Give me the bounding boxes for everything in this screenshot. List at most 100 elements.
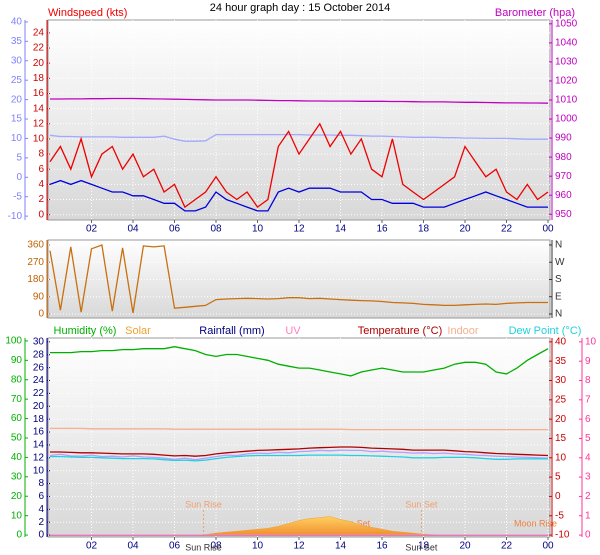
y-tick-label: 1 (585, 510, 591, 521)
y-tick-label: 5 (585, 433, 591, 444)
y-tick-label: 0 (16, 530, 22, 541)
annotation: Moon Rise (514, 518, 557, 528)
y-tick-label: 10 (11, 510, 23, 521)
series-line (49, 244, 548, 314)
y-tick-label: 20 (33, 401, 45, 412)
y-tick-label: 0 (555, 491, 561, 502)
y-tick-label: 90 (33, 291, 45, 302)
x-tick-label: 02 (86, 541, 98, 552)
y-tick-label: -10 (8, 211, 23, 222)
x-tick-label: 04 (127, 541, 139, 552)
y-tick-label: 2 (38, 194, 44, 205)
y-tick-label: 28 (33, 349, 45, 360)
y-tick-label: E (555, 291, 562, 302)
y-tick-label: 24 (33, 28, 45, 39)
legend-entry: Humidity (%) (54, 325, 117, 337)
x-tick-label: 14 (335, 224, 347, 235)
y-tick-label: -10 (555, 530, 570, 541)
y-tick-label: 10 (555, 452, 567, 463)
chart-title: 24 hour graph day : 15 October 2014 (210, 2, 390, 14)
x-tick-label: 00 (542, 541, 554, 552)
x-tick-label: 18 (418, 541, 430, 552)
annotation: Sun Set (405, 542, 438, 552)
y-tick-label: 2 (585, 491, 591, 502)
x-tick-label: 12 (293, 224, 305, 235)
y-tick-label: 30 (33, 337, 45, 348)
x-tick-label: 14 (335, 541, 347, 552)
x-tick-label: 06 (169, 224, 181, 235)
legend-entry: Barometer (hpa) (495, 7, 575, 19)
y-tick-label: 6 (585, 414, 591, 425)
y-tick-label: 20 (555, 414, 567, 425)
y-tick-label: 40 (11, 17, 23, 28)
x-tick-label: 22 (501, 224, 513, 235)
series-line (49, 449, 549, 461)
y-tick-label: 22 (33, 43, 45, 54)
y-tick-label: 35 (555, 356, 567, 367)
y-tick-label: 25 (11, 75, 23, 86)
series-line (49, 179, 548, 212)
y-tick-label: 24 (33, 375, 45, 386)
y-tick-label: 90 (11, 355, 23, 366)
y-tick-label: 0 (38, 209, 44, 220)
y-tick-label: 20 (11, 491, 23, 502)
legend-entry: Windspeed (kts) (48, 7, 127, 19)
y-tick-label: 1040 (555, 37, 578, 48)
y-tick-label: 6 (38, 491, 44, 502)
y-tick-label: 8 (38, 149, 44, 160)
series-line (49, 122, 549, 209)
y-tick-label: 1010 (555, 95, 578, 106)
y-tick-label: 16 (33, 88, 45, 99)
x-tick-label: 10 (252, 541, 264, 552)
y-tick-label: 4 (38, 504, 44, 515)
y-tick-label: 18 (33, 414, 45, 425)
y-tick-label: 980 (555, 152, 572, 163)
y-tick-label: 0 (38, 530, 44, 541)
x-tick-label: 10 (252, 224, 264, 235)
y-tick-label: 40 (555, 337, 567, 348)
y-tick-label: 20 (11, 94, 23, 105)
series-line (50, 97, 549, 104)
legend-entry: UV (285, 325, 301, 337)
y-tick-label: 20 (33, 58, 45, 69)
y-tick-label: N (555, 309, 562, 320)
y-tick-label: 8 (38, 478, 44, 489)
y-tick-label: 15 (11, 114, 23, 125)
y-tick-label: S (555, 274, 562, 285)
y-tick-label: 14 (33, 103, 45, 114)
y-tick-label: -5 (555, 510, 564, 521)
x-tick-label: 00 (542, 224, 554, 235)
y-tick-label: 80 (11, 374, 23, 385)
y-tick-label: 270 (27, 257, 44, 268)
x-tick-label: 16 (376, 541, 388, 552)
y-tick-label: 990 (555, 133, 572, 144)
series-line (49, 133, 548, 142)
y-tick-label: 1030 (555, 57, 578, 68)
y-tick-label: 5 (555, 472, 561, 483)
y-tick-label: N (555, 240, 562, 251)
annotation: Sun Rise (185, 499, 222, 509)
annotation: Sun Set (405, 499, 438, 509)
y-tick-label: 30 (555, 375, 567, 386)
y-tick-label: 100 (5, 336, 22, 347)
y-tick-label: 950 (555, 209, 572, 220)
y-tick-label: 0 (16, 172, 22, 183)
x-tick-label: 12 (293, 541, 305, 552)
y-tick-label: 970 (555, 171, 572, 182)
y-tick-label: -5 (13, 191, 22, 202)
y-tick-label: 10 (585, 337, 597, 348)
y-tick-label: 3 (585, 472, 591, 483)
y-tick-label: 50 (11, 433, 23, 444)
series-line (50, 446, 549, 457)
y-tick-label: 26 (33, 362, 45, 373)
y-tick-label: 30 (11, 55, 23, 66)
y-tick-label: 960 (555, 190, 572, 201)
y-tick-label: 1020 (555, 76, 578, 87)
y-tick-label: 70 (11, 394, 23, 405)
y-tick-label: 180 (27, 274, 44, 285)
y-tick-label: 15 (555, 433, 567, 444)
series-line (50, 346, 549, 377)
x-tick-label: 20 (459, 224, 471, 235)
x-tick-label: 04 (127, 224, 139, 235)
